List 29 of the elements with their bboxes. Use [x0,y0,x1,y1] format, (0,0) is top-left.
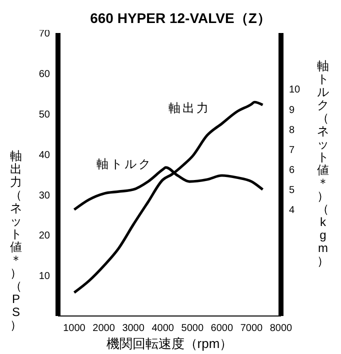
y2-tick-label: 4 [289,205,295,216]
x-tick-label: 7000 [240,323,264,334]
series-label: 軸トルク [96,156,153,173]
series-label: 軸出力 [168,100,210,118]
x-tick-label: 4000 [152,323,174,334]
x-tick-label: 3000 [122,323,145,334]
y-tick-label: 20 [38,230,50,242]
x-tick-label: 1000 [63,323,86,334]
y-tick-label: 50 [38,109,50,120]
line-series [72,100,264,294]
text: 軸出力（ネット値＊）（PS） [10,149,22,332]
x-tick-label: 6000 [210,323,234,334]
chart-title: 660 HYPER 12-VALVE（Z） [89,9,272,28]
text: 軸トルク（ネット値＊）（kgm） [317,59,329,268]
y2-tick-label: 7 [289,144,295,156]
y2-tick-label: 6 [289,165,295,176]
y-tick-label: 30 [38,190,50,202]
y-tick-label: 70 [38,28,50,40]
x-tick-label: 8000 [270,323,293,334]
y2-tick-label: 5 [289,185,295,196]
x-tick-label: 5000 [181,323,204,334]
y-tick-label: 40 [38,150,50,161]
y-tick-label: 60 [38,68,50,80]
y-tick-label: 10 [38,271,50,282]
x-tick-label: 2000 [92,323,116,334]
x-axis-title: 機関回転速度（rpm） [106,336,233,351]
y2-tick-label: 8 [289,124,295,136]
y2-tick-label: 10 [289,84,301,96]
y2-tick-label: 9 [289,104,295,116]
